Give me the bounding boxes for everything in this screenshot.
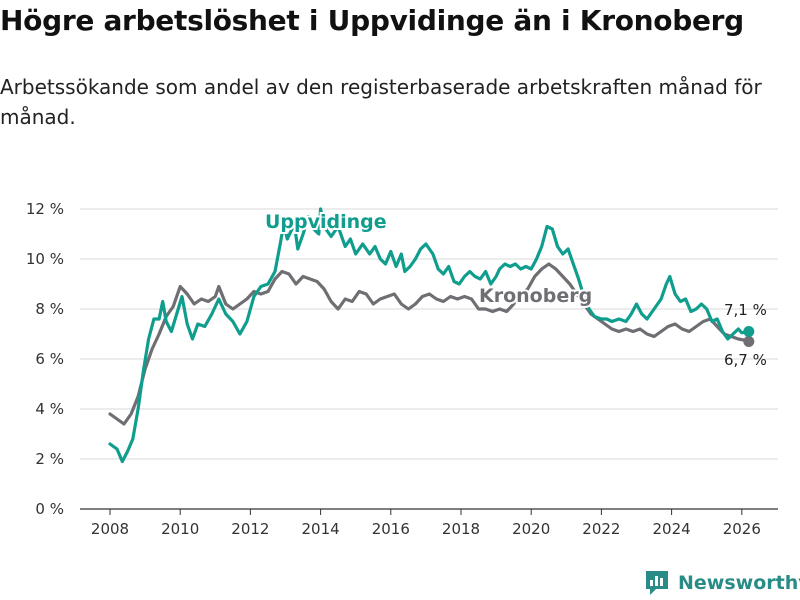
y-tick-label: 6 % bbox=[35, 350, 64, 368]
page-subtitle: Arbetssökande som andel av den registerb… bbox=[0, 75, 762, 129]
grid-layer bbox=[80, 208, 778, 510]
brand-name: Newsworthy bbox=[678, 572, 800, 594]
y-tick-label: 2 % bbox=[35, 450, 64, 468]
x-tick-label: 2024 bbox=[653, 520, 691, 538]
x-tick-label: 2018 bbox=[442, 520, 480, 538]
x-tick-label: 2010 bbox=[161, 520, 199, 538]
x-tick-label: 2022 bbox=[582, 520, 620, 538]
y-tick-label: 10 % bbox=[26, 250, 64, 268]
kronoberg-end-point bbox=[743, 336, 755, 347]
kronoberg-end-label: 6,7 % bbox=[724, 351, 767, 369]
uppvidinge-series-line bbox=[108, 207, 751, 464]
x-tick-label: 2020 bbox=[512, 520, 550, 538]
uppvidinge-series-label: Uppvidinge bbox=[265, 211, 387, 233]
label-layer: Uppvidinge Kronoberg 7,1 % 6,7 % bbox=[263, 209, 767, 369]
y-tick-label: 8 % bbox=[35, 300, 64, 318]
kronoberg-series-line bbox=[108, 262, 751, 426]
x-tick-label: 2026 bbox=[723, 520, 761, 538]
kronoberg-series-label: Kronoberg bbox=[479, 285, 592, 307]
newsworthy-logo: Newsworthy bbox=[644, 568, 800, 598]
series-layer bbox=[108, 207, 755, 464]
page-title: Högre arbetslöshet i Uppvidinge än i Kro… bbox=[0, 4, 744, 37]
uppvidinge-end-label: 7,1 % bbox=[724, 301, 767, 319]
newsworthy-icon bbox=[646, 571, 668, 595]
uppvidinge-end-point bbox=[743, 326, 755, 337]
y-tick-label: 4 % bbox=[35, 400, 64, 418]
axis-layer: 0 % 2 % 4 % 6 % 8 % 10 % 12 % 2008 2010 2012 2014 2… bbox=[26, 200, 761, 538]
x-tick-label: 2008 bbox=[91, 520, 129, 538]
y-tick-label: 0 % bbox=[35, 500, 64, 518]
x-tick-label: 2012 bbox=[231, 520, 269, 538]
x-tick-label: 2014 bbox=[302, 520, 340, 538]
y-tick-label: 12 % bbox=[26, 200, 64, 218]
x-tick-label: 2016 bbox=[372, 520, 410, 538]
